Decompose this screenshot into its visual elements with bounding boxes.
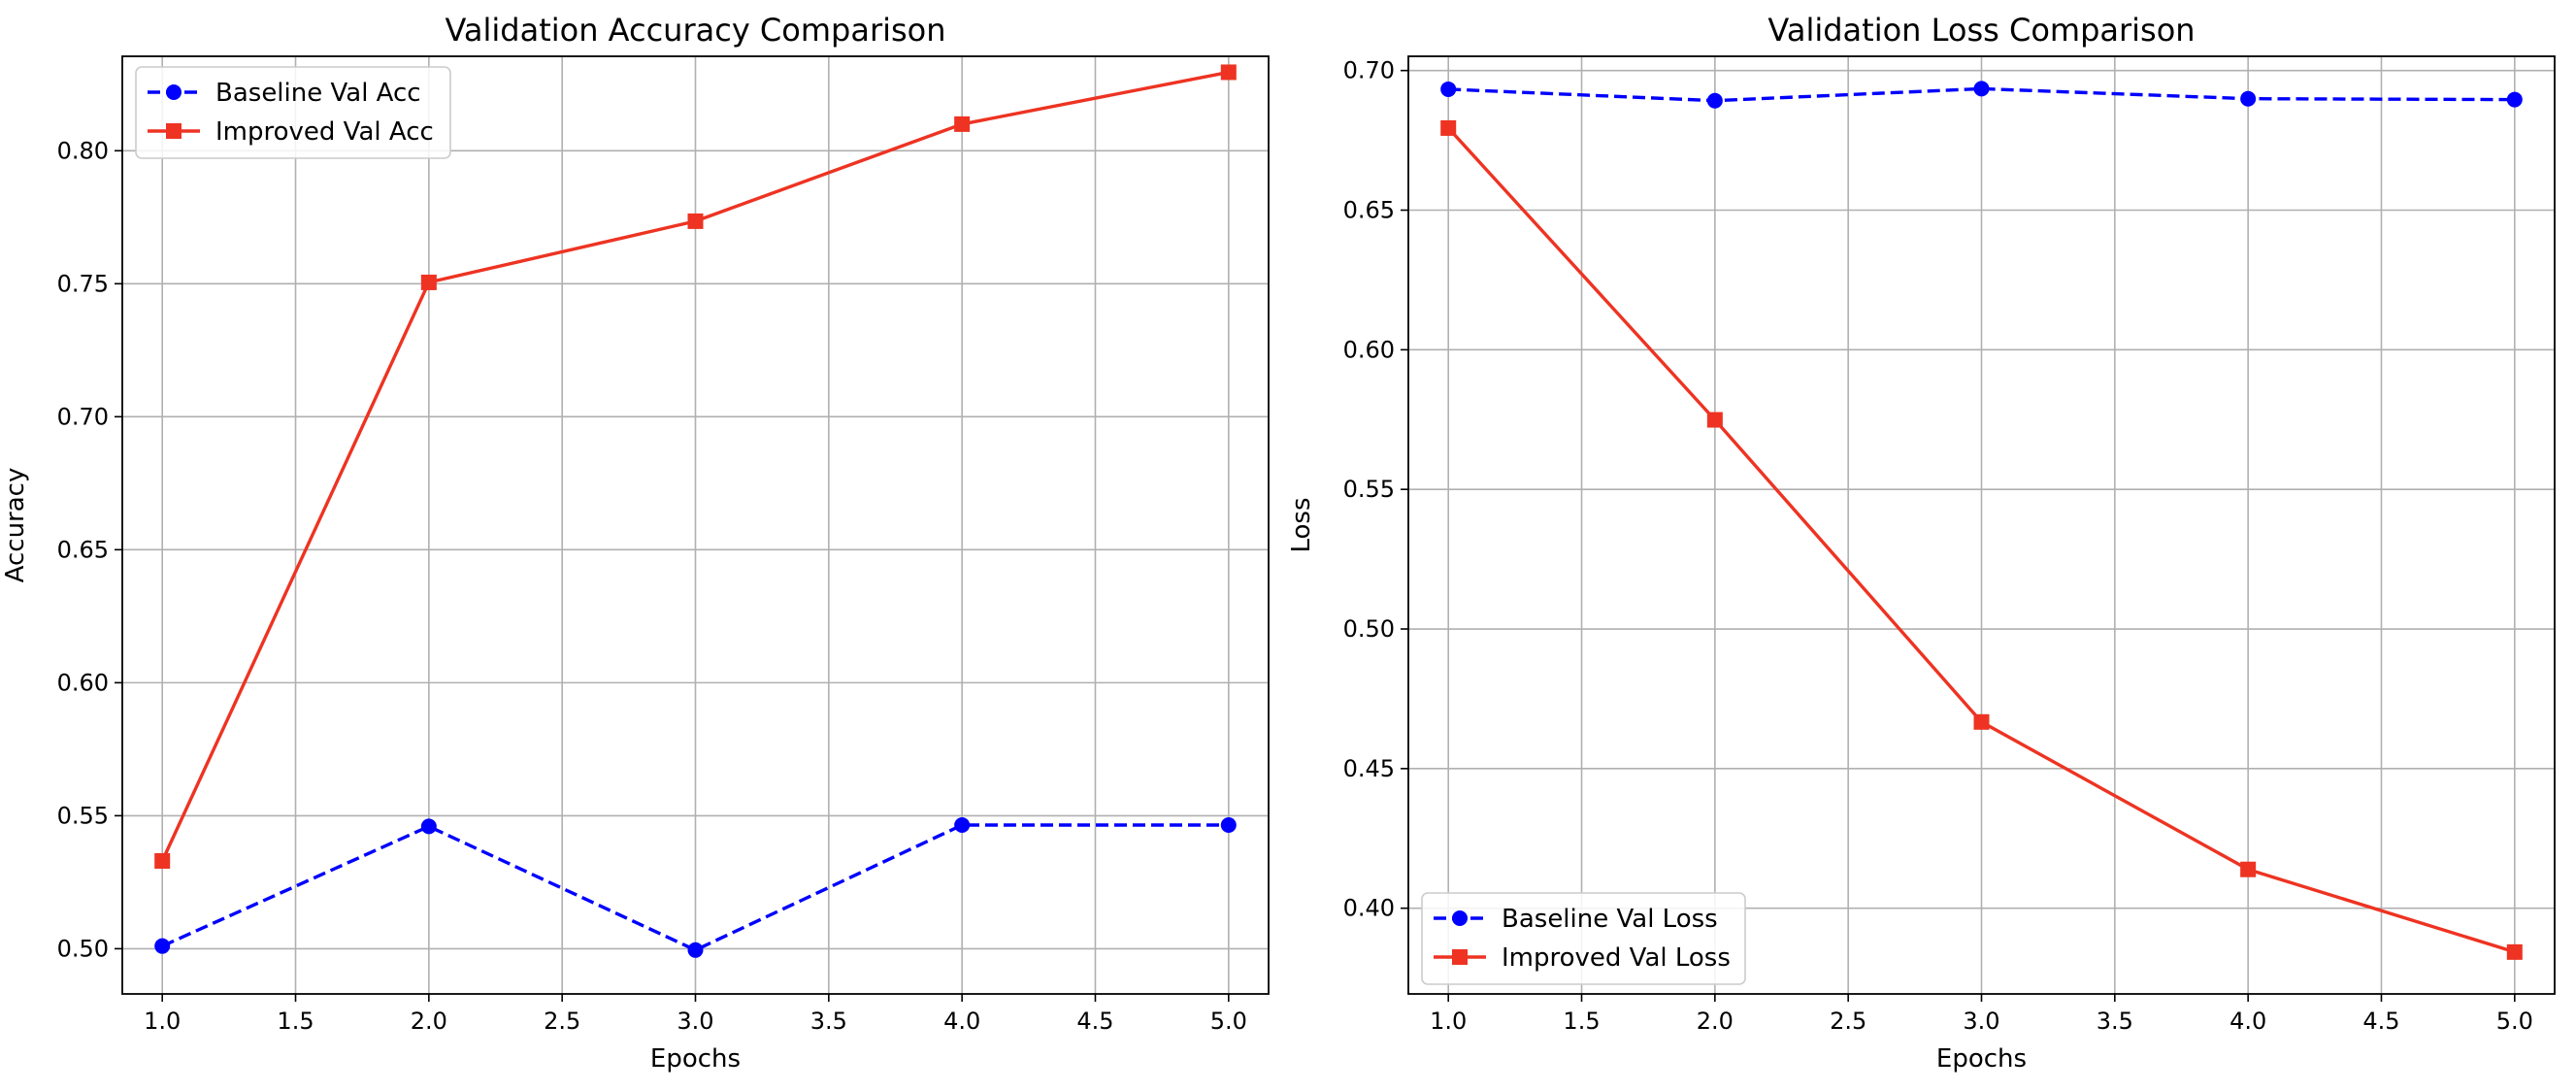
x-tick-label: 5.0 — [2496, 1008, 2533, 1035]
data-point-improved — [1220, 64, 1237, 81]
y-axis-label: Loss — [1287, 497, 1316, 552]
data-point-baseline — [420, 818, 437, 835]
x-tick-label: 4.0 — [943, 1008, 980, 1035]
data-point-improved — [154, 852, 171, 869]
data-point-baseline — [1440, 81, 1457, 97]
legend-marker-improved — [166, 123, 182, 139]
y-tick-label: 0.60 — [57, 669, 109, 696]
chart-title: Validation Accuracy Comparison — [445, 12, 945, 49]
legend-marker-improved — [1452, 949, 1468, 965]
data-point-improved — [2240, 861, 2257, 877]
x-tick-label: 3.5 — [810, 1008, 847, 1035]
data-point-baseline — [954, 816, 971, 833]
data-point-improved — [1440, 119, 1457, 136]
series-line-baseline — [161, 823, 1229, 952]
x-axis-label: Epochs — [1936, 1044, 2027, 1074]
data-point-baseline — [2240, 90, 2257, 107]
legend-box — [1421, 892, 1746, 985]
y-axis-label: Accuracy — [1, 468, 30, 583]
y-tick-label: 0.60 — [1343, 336, 1395, 363]
data-point-baseline — [687, 942, 704, 958]
y-tick-label: 0.80 — [57, 137, 109, 164]
legend-marker-baseline — [1452, 910, 1468, 926]
x-tick-label: 4.5 — [2362, 1008, 2399, 1035]
y-tick-label: 0.50 — [57, 935, 109, 962]
x-tick-label: 2.5 — [1830, 1008, 1866, 1035]
loss-chart: 1.0 1.5 2.0 2.5 3.0 3.5 4.0 4.5 5.0 0.40 0.45 0.50 0… — [1287, 12, 2556, 1074]
y-tick-label: 0.70 — [57, 403, 109, 430]
data-point-baseline — [154, 938, 171, 954]
data-point-baseline — [1706, 92, 1723, 109]
y-tick-label: 0.55 — [57, 802, 109, 829]
data-point-improved — [1973, 713, 1990, 730]
legend-box — [135, 66, 451, 159]
x-tick-label: 4.0 — [2229, 1008, 2266, 1035]
data-point-improved — [2506, 943, 2523, 960]
legend-label: Improved Val Loss — [1502, 943, 1731, 973]
x-tick-label: 2.0 — [1697, 1008, 1734, 1035]
x-tick-label: 3.0 — [677, 1008, 713, 1035]
data-point-improved — [954, 116, 971, 132]
chart-title: Validation Loss Comparison — [1767, 12, 2195, 49]
x-tick-label: 1.5 — [277, 1008, 314, 1035]
data-point-baseline — [2506, 91, 2523, 108]
data-point-improved — [420, 274, 437, 290]
y-tick-label: 0.45 — [1343, 755, 1395, 782]
x-tick-label: 3.0 — [1963, 1008, 1999, 1035]
data-point-improved — [1706, 412, 1723, 428]
x-tick-label: 4.5 — [1076, 1008, 1113, 1035]
legend-marker-baseline — [166, 84, 182, 100]
x-axis-label: Epochs — [650, 1044, 741, 1074]
x-tick-label: 1.0 — [1430, 1008, 1467, 1035]
x-tick-label: 1.0 — [144, 1008, 181, 1035]
data-point-improved — [687, 213, 704, 229]
x-tick-label: 5.0 — [1210, 1008, 1247, 1035]
y-tick-label: 0.40 — [1343, 895, 1395, 922]
y-tick-label: 0.50 — [1343, 615, 1395, 643]
y-tick-label: 0.55 — [1343, 476, 1395, 503]
accuracy-chart: 1.0 1.5 2.0 2.5 3.0 3.5 4.0 4.5 5.0 0.50 0.55 0.60 0… — [1, 12, 1270, 1074]
y-tick-label: 0.65 — [57, 536, 109, 563]
y-tick-label: 0.70 — [1343, 57, 1395, 84]
y-tick-label: 0.75 — [57, 270, 109, 297]
x-tick-label: 2.0 — [411, 1008, 447, 1035]
x-tick-label: 3.5 — [2097, 1008, 2133, 1035]
x-tick-label: 2.5 — [544, 1008, 580, 1035]
data-point-baseline — [1220, 816, 1237, 833]
legend-label: Baseline Val Loss — [1502, 905, 1718, 934]
data-point-baseline — [1973, 81, 1990, 97]
series-line-baseline — [1448, 86, 2515, 103]
legend-label: Baseline Val Acc — [215, 79, 421, 108]
x-tick-label: 1.5 — [1563, 1008, 1600, 1035]
y-tick-label: 0.65 — [1343, 197, 1395, 224]
legend-label: Improved Val Acc — [215, 117, 434, 147]
